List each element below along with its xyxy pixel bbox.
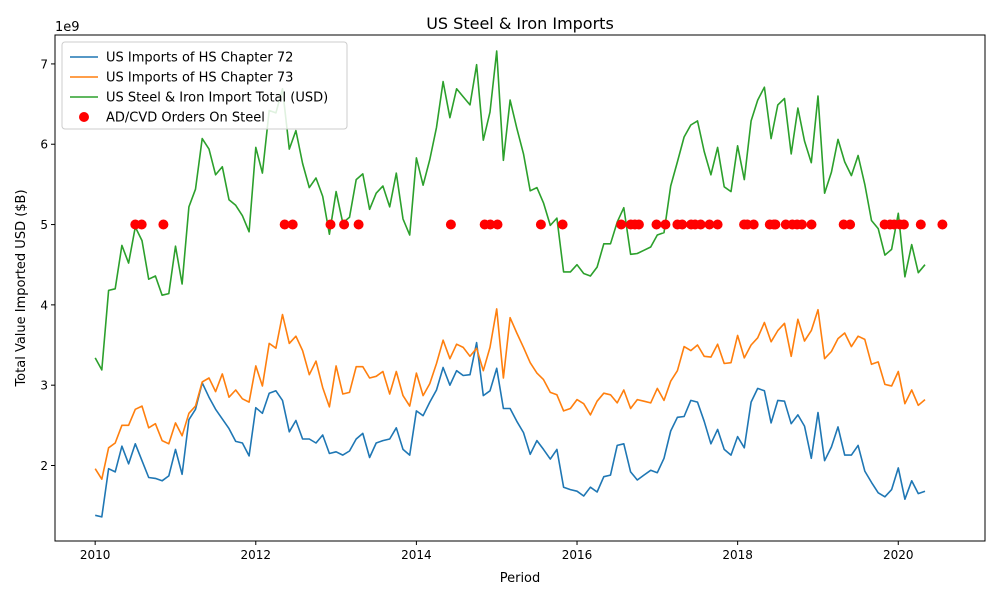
adcvd-order-point <box>287 219 298 230</box>
adcvd-order-point <box>485 219 496 230</box>
adcvd-order-point <box>748 219 759 230</box>
adcvd-order-point <box>616 219 627 230</box>
adcvd-order-point <box>136 219 147 230</box>
y-tick-label: 6 <box>40 138 48 152</box>
x-tick-label: 2018 <box>722 548 753 562</box>
x-axis: 2010 2012 2014 2016 2018 2020 <box>80 541 914 562</box>
adcvd-order-point <box>704 219 715 230</box>
y-tick-label: 3 <box>40 379 48 393</box>
legend-box <box>61 41 348 130</box>
adcvd-order-point <box>353 219 364 230</box>
legend-label-chapter-73: US Imports of HS Chapter 73 <box>106 71 293 86</box>
y-axis-label: Total Value Imported USD ($B) <box>14 189 29 387</box>
x-tick-label: 2010 <box>80 548 111 562</box>
x-tick-label: 2020 <box>883 548 914 562</box>
x-tick-label: 2012 <box>241 548 272 562</box>
adcvd-order-point <box>898 219 909 230</box>
adcvd-order-point <box>806 219 817 230</box>
adcvd-order-point <box>677 219 688 230</box>
legend-label-adcvd: AD/CVD Orders On Steel <box>106 111 265 126</box>
adcvd-order-point <box>796 219 807 230</box>
series-line-chapter-72 <box>95 341 926 518</box>
y-tick-label: 4 <box>40 298 48 312</box>
adcvd-order-point <box>158 219 169 230</box>
legend-swatch-adcvd <box>79 112 89 122</box>
adcvd-order-point <box>557 219 568 230</box>
y-tick-label: 2 <box>40 459 48 473</box>
x-tick-label: 2014 <box>401 548 432 562</box>
y-axis: 2 3 4 5 6 7 <box>40 57 55 473</box>
adcvd-order-point <box>651 219 662 230</box>
adcvd-order-point <box>492 219 503 230</box>
legend: US Imports of HS Chapter 72 US Imports o… <box>61 41 348 130</box>
series-line-total <box>94 50 926 371</box>
adcvd-order-point <box>339 219 350 230</box>
adcvd-order-point <box>845 219 856 230</box>
series-layer <box>94 50 926 518</box>
adcvd-order-point <box>915 219 926 230</box>
scatter-layer <box>130 219 948 230</box>
adcvd-order-point <box>660 219 671 230</box>
adcvd-order-point <box>279 219 290 230</box>
adcvd-order-point <box>445 219 456 230</box>
legend-label-total: US Steel & Iron Import Total (USD) <box>106 91 328 106</box>
y-tick-label: 7 <box>40 57 48 71</box>
adcvd-order-point <box>770 219 781 230</box>
series-line-chapter-73 <box>94 308 926 481</box>
adcvd-order-point <box>633 219 644 230</box>
adcvd-order-point <box>937 219 948 230</box>
adcvd-order-point <box>712 219 723 230</box>
adcvd-order-point <box>695 219 706 230</box>
chart-title: US Steel & Iron Imports <box>426 14 614 33</box>
y-tick-label: 5 <box>40 218 48 232</box>
y-axis-offset-text: 1e9 <box>55 20 80 35</box>
adcvd-order-point <box>535 219 546 230</box>
x-axis-label: Period <box>500 571 541 586</box>
adcvd-order-point <box>325 219 336 230</box>
x-tick-label: 2016 <box>562 548 593 562</box>
legend-label-chapter-72: US Imports of HS Chapter 72 <box>106 51 293 66</box>
plot-frame <box>54 34 986 542</box>
